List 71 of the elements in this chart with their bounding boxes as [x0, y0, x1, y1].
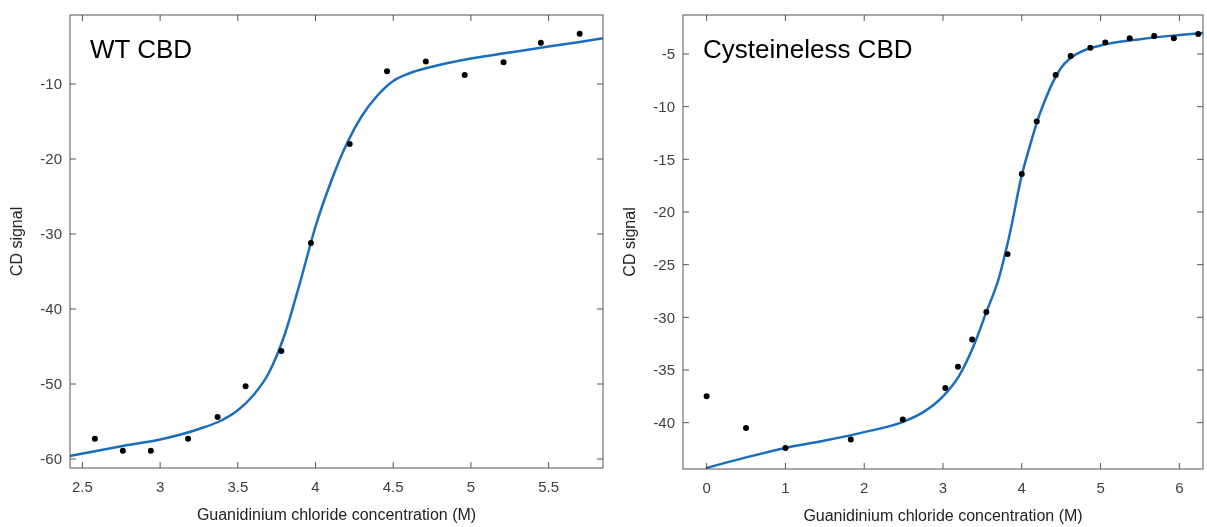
point [185, 435, 192, 442]
y-tick-label: -20 [40, 150, 62, 168]
point [899, 416, 906, 423]
y-tick-label: -35 [653, 361, 675, 379]
point [1195, 30, 1202, 37]
line-series [705, 31, 1203, 469]
y-tick-label: -25 [653, 255, 675, 273]
point [1067, 53, 1074, 60]
x-tick-label: 4 [311, 478, 320, 495]
point [983, 309, 990, 316]
x-tick-label: 3 [155, 478, 165, 495]
y-axis-title: CD signal [621, 207, 638, 277]
y-axis-title: CD signal [8, 206, 25, 277]
point [1170, 35, 1177, 42]
x-tick-label: 3 [938, 479, 948, 496]
point [91, 435, 98, 442]
point [576, 30, 583, 37]
x-tick-label: 6 [1175, 479, 1184, 496]
x-tick-label: 3.5 [227, 478, 249, 495]
point [1151, 33, 1158, 40]
point [242, 383, 249, 390]
y-tick-label: -40 [653, 413, 675, 431]
point [1126, 35, 1133, 42]
point [500, 59, 507, 66]
y-tick-label: -5 [661, 45, 675, 63]
x-axis-title: Guanidinium chloride concentration (M) [196, 506, 477, 523]
point [384, 68, 390, 75]
point [537, 39, 544, 46]
point [969, 336, 976, 343]
point [147, 447, 154, 454]
x-tick-label: 5 [1096, 479, 1105, 496]
x-tick-label: 2 [860, 479, 869, 496]
y-tick-label: -30 [653, 308, 675, 326]
x-tick-label: 5 [466, 478, 476, 495]
point [1004, 251, 1011, 258]
point [214, 414, 221, 420]
point [1033, 118, 1040, 125]
y-tick-label: -10 [653, 97, 675, 115]
point [346, 141, 353, 147]
point [1087, 44, 1094, 51]
point [954, 363, 961, 370]
x-tick-label: 5.5 [538, 478, 560, 495]
point [847, 436, 854, 443]
point [743, 424, 750, 431]
point [307, 240, 314, 246]
y-tick-label: -20 [653, 203, 675, 221]
point [422, 58, 429, 65]
x-tick-label: 4 [1017, 479, 1026, 496]
y-tick-label: -40 [40, 300, 62, 318]
text: Cysteineless CBD [703, 34, 913, 64]
x-tick-label: 1 [781, 479, 790, 496]
point [1052, 72, 1059, 79]
text: WT CBD [90, 34, 193, 64]
point [1018, 171, 1025, 178]
y-tick-label: -50 [40, 375, 62, 393]
point [942, 384, 949, 391]
y-tick-label: -30 [40, 225, 62, 243]
x-tick-label: 0 [702, 479, 711, 496]
y-tick-label: -15 [653, 150, 675, 168]
point [119, 447, 126, 454]
x-tick-label: 4.5 [382, 478, 404, 495]
x-axis-title: Guanidinium chloride concentration (M) [803, 507, 1083, 524]
point [278, 348, 285, 354]
x-tick-label: 2.5 [72, 478, 93, 495]
y-tick-label: -60 [40, 450, 62, 468]
point [782, 444, 789, 451]
line-series [70, 37, 603, 458]
point [1102, 39, 1109, 46]
point [703, 393, 710, 400]
point [461, 72, 468, 78]
y-tick-label: -10 [40, 75, 62, 93]
